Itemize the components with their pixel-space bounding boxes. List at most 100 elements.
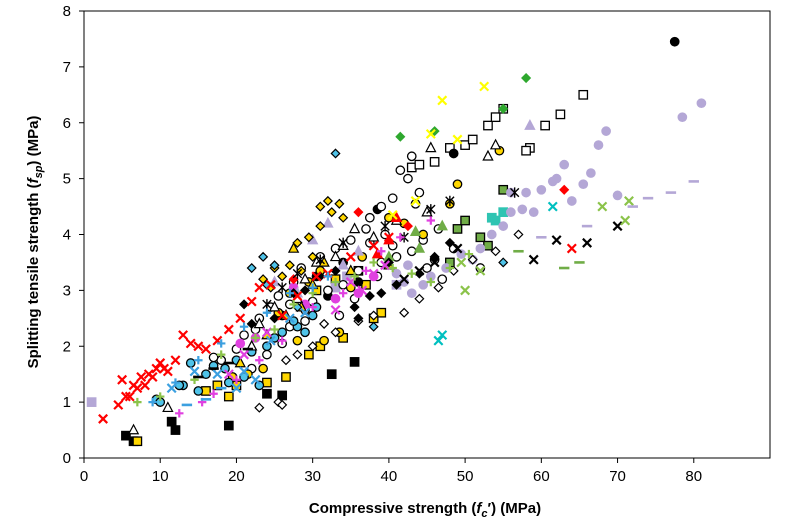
data-point (422, 263, 432, 273)
y-tick-label: 3 (63, 282, 71, 299)
data-point (380, 220, 390, 232)
data-point (261, 327, 272, 338)
data-point (396, 233, 405, 242)
data-point (338, 237, 348, 249)
data-point (460, 215, 470, 226)
data-point (528, 207, 539, 217)
data-point (193, 386, 204, 396)
data-point (292, 349, 303, 360)
y-tick-label: 6 (63, 115, 71, 132)
data-point (696, 98, 707, 109)
data-point (406, 151, 417, 162)
data-point (452, 134, 463, 145)
x-tick-label: 10 (152, 468, 169, 485)
data-point (140, 380, 150, 391)
data-point (262, 349, 272, 360)
data-point (578, 179, 589, 190)
data-point (361, 266, 371, 276)
data-point (338, 288, 348, 298)
data-point (345, 235, 356, 245)
data-point (414, 293, 425, 304)
data-point (444, 237, 455, 248)
data-point (307, 310, 318, 321)
data-point (357, 285, 368, 296)
data-point (345, 264, 357, 276)
data-point (124, 391, 135, 402)
data-point (612, 221, 623, 232)
data-point (208, 352, 219, 363)
data-point (376, 201, 387, 212)
data-point (350, 272, 359, 281)
data-point (445, 263, 455, 273)
data-point (258, 251, 269, 262)
data-point (170, 425, 181, 435)
data-point (265, 279, 276, 290)
data-point (426, 216, 436, 225)
data-point (498, 103, 509, 114)
data-point (490, 112, 501, 123)
data-point (322, 195, 333, 207)
data-point (391, 268, 402, 279)
data-point (254, 402, 265, 413)
data-point (677, 112, 688, 123)
data-point (246, 262, 257, 274)
data-point (220, 363, 230, 374)
data-point (482, 149, 494, 161)
data-point (315, 254, 325, 265)
data-point (513, 229, 524, 240)
data-point (334, 198, 345, 209)
data-point (352, 244, 365, 256)
data-point (368, 310, 379, 321)
data-point (414, 265, 425, 276)
data-point (566, 243, 577, 254)
data-point (223, 391, 234, 402)
x-axis-title: Compressive strength (fc′) (MPa) (309, 500, 541, 520)
data-point (262, 341, 272, 352)
data-point (505, 207, 516, 217)
data-point (239, 322, 249, 331)
data-point (239, 299, 250, 310)
data-point (437, 330, 448, 341)
data-point (391, 279, 402, 290)
data-point (136, 372, 147, 382)
data-point (593, 140, 604, 150)
data-point (483, 120, 493, 131)
data-point (376, 288, 387, 299)
data-point (620, 215, 631, 226)
data-point (86, 397, 97, 407)
data-point (437, 95, 448, 106)
data-point (395, 131, 406, 142)
data-point (475, 243, 486, 254)
data-point (319, 335, 329, 346)
data-point (269, 260, 280, 271)
data-point (217, 350, 226, 359)
data-point (448, 148, 459, 159)
data-point (410, 195, 421, 206)
data-point (235, 313, 246, 324)
data-point (330, 148, 341, 159)
data-point (262, 308, 272, 317)
data-point (285, 288, 294, 298)
data-point (383, 232, 394, 243)
data-point (307, 251, 318, 262)
data-point (132, 436, 143, 447)
data-point (402, 221, 413, 232)
data-point (308, 283, 317, 292)
data-point (349, 302, 360, 313)
data-point (331, 277, 340, 287)
data-point (406, 288, 417, 299)
data-point (315, 221, 326, 232)
data-point (235, 338, 246, 349)
data-point (334, 310, 345, 321)
data-point (559, 184, 570, 195)
data-point (409, 225, 422, 237)
data-point (288, 274, 299, 285)
data-point (586, 168, 596, 178)
data-point (178, 330, 189, 341)
data-point (255, 356, 264, 365)
data-point (223, 369, 234, 380)
data-point (250, 374, 261, 385)
data-point (536, 184, 547, 195)
data-point (315, 201, 326, 212)
data-point (307, 341, 318, 352)
